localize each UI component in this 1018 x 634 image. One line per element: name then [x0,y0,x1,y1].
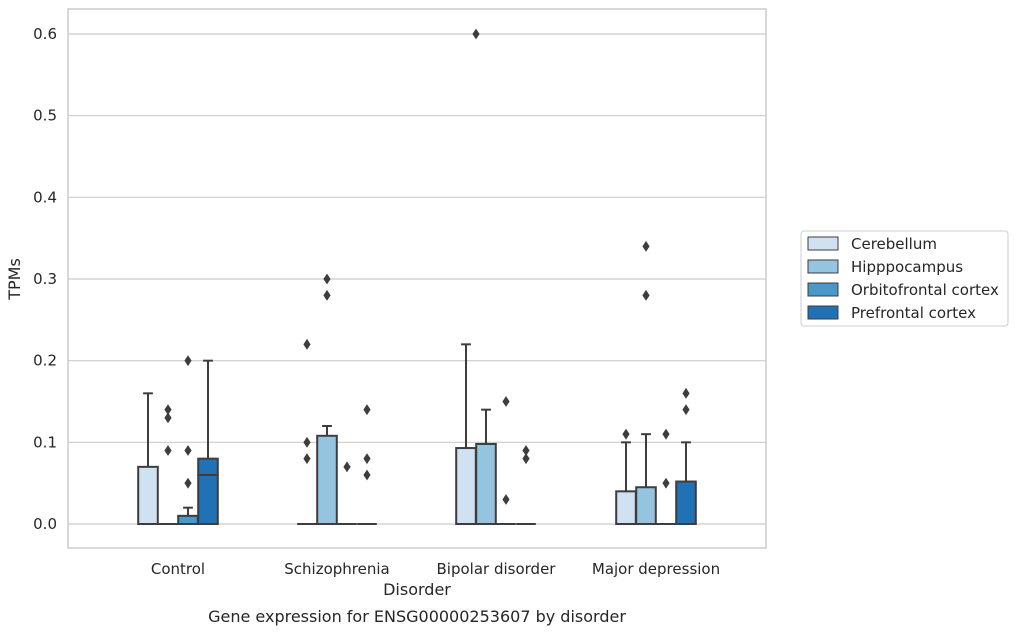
plot-frame [67,8,767,549]
legend-frame [800,230,1009,327]
y-tick-label: 0.0 [33,515,57,533]
outlier-point [363,453,371,465]
legend-swatch [807,305,839,320]
legend-label: Hipppocampus [851,258,963,276]
y-tick-label: 0.4 [33,188,57,206]
outlier-point [522,453,530,465]
outlier-point [303,453,311,465]
box-group [516,445,536,525]
box [635,486,657,525]
outlier-point [184,445,192,456]
outlier-point [522,445,530,456]
y-axis-label: TPMs [5,258,24,301]
outlier-point [472,28,480,40]
outlier-point [662,428,670,440]
box-group [337,461,357,525]
box-group [455,343,477,525]
outlier-point [184,477,192,489]
box-group [675,387,697,525]
outlier-point [164,445,172,456]
legend-label: Cerebellum [851,235,937,253]
box [675,480,697,525]
outlier-point [343,461,351,473]
outlier-point [622,428,630,440]
y-tick-labels: 0.0 0.1 0.2 0.3 0.4 0.5 0.6 [33,25,57,533]
y-tick-label: 0.6 [33,25,57,43]
outlier-point [164,412,172,424]
legend-label: Orbitofrontal cortex [851,281,999,299]
outlier-point [682,404,690,416]
chart-caption: Gene expression for ENSG00000253607 by d… [208,607,626,626]
box-group [316,273,338,525]
box [316,434,338,525]
box-group [496,396,516,525]
grid-lines [68,33,766,525]
x-axis-label: Disorder [383,580,451,599]
outlier-point [642,289,650,301]
box-group [297,338,317,525]
box [137,465,159,526]
x-tick-label: Major depression [592,560,720,578]
x-tick-label: Control [151,560,205,578]
legend-swatch [807,259,839,274]
box-group [475,408,497,526]
outlier-point [164,404,172,416]
outlier-point [363,469,371,481]
y-tick-label: 0.5 [33,107,57,125]
y-tick-label: 0.3 [33,270,57,288]
box-group [197,359,219,525]
box [475,442,497,526]
box [455,447,477,525]
outlier-point [502,494,510,505]
box-marks [137,28,697,526]
outlier-point [303,338,311,350]
outlier-point [323,273,331,285]
x-tick-label: Schizophrenia [284,560,389,578]
legend: Cerebellum Hipppocampus Orbitofrontal cort… [800,230,1009,327]
box-group [635,240,657,525]
box-group [137,392,159,526]
legend-swatch [807,282,839,297]
box-group [615,428,637,526]
box-group [177,355,199,525]
outlier-point [682,387,690,399]
x-tick-label: Bipolar disorder [437,560,557,578]
legend-label: Prefrontal cortex [851,304,976,322]
outlier-point [184,355,192,367]
box [177,514,199,525]
outlier-point [642,240,650,252]
box-group [357,404,377,525]
outlier-point [323,289,331,301]
outlier-point [363,404,371,416]
outlier-point [502,396,510,407]
box-group [656,428,676,525]
y-tick-label: 0.1 [33,433,57,451]
x-tick-labels: Control Schizophrenia Bipolar disorder Majo… [151,560,720,578]
box [197,457,219,525]
outlier-point [303,436,311,448]
outlier-point [662,477,670,489]
box-group [158,404,178,525]
box [615,490,637,526]
y-tick-label: 0.2 [33,352,57,370]
legend-swatch [807,236,839,251]
